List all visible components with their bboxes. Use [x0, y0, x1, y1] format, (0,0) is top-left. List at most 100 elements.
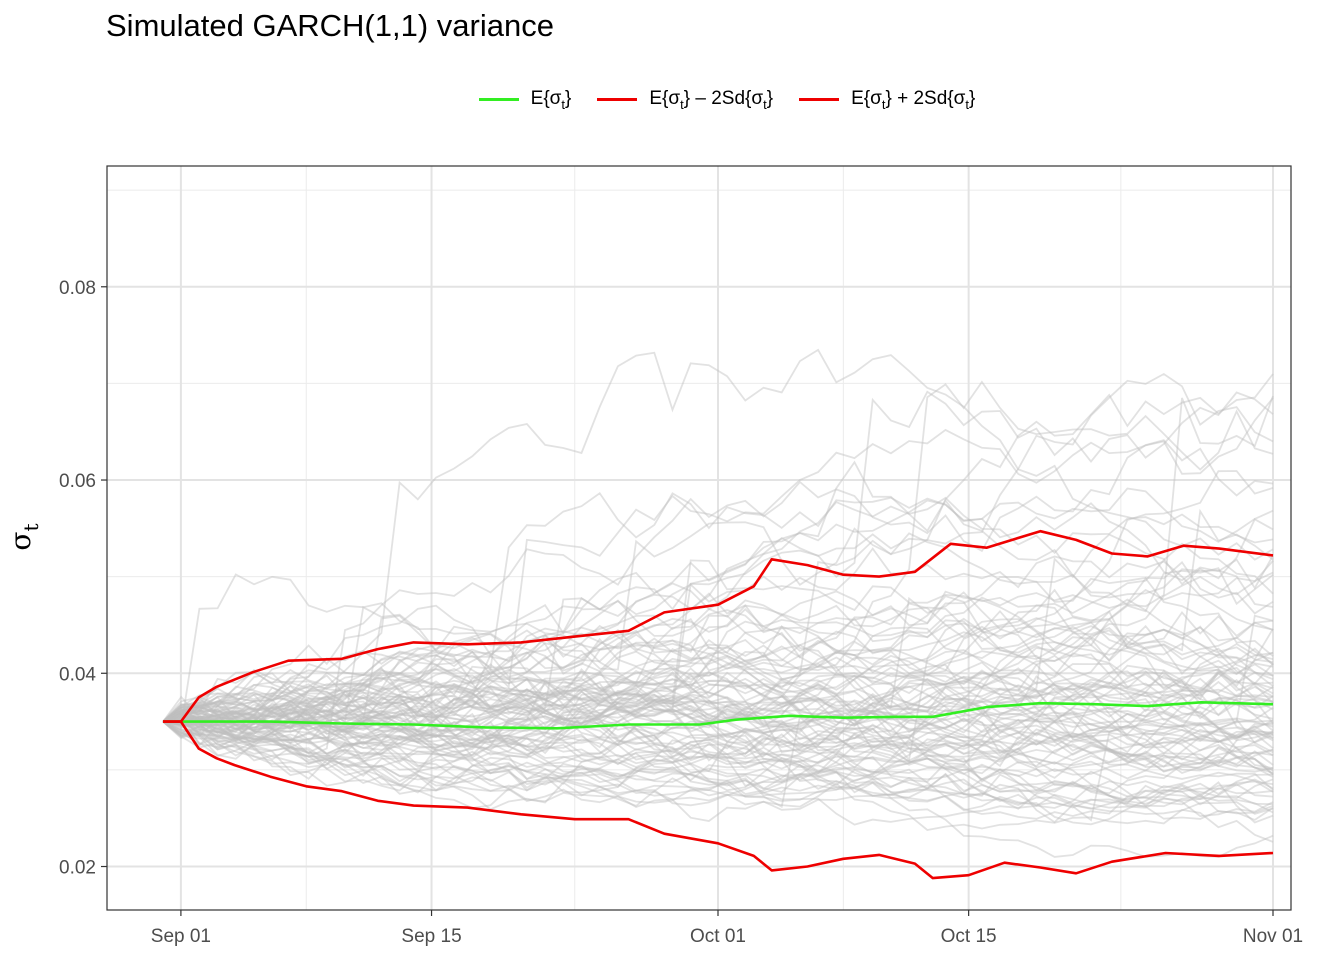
simulation-path [162, 668, 1274, 783]
simulation-path [162, 696, 1274, 770]
simulation-path [162, 614, 1274, 723]
series-line-lower [163, 720, 1274, 880]
x-tick-label: Nov 01 [1243, 926, 1303, 947]
simulation-path [162, 681, 1274, 742]
simulation-path [162, 696, 1274, 780]
simulation-path [162, 711, 1274, 858]
simulation-path [162, 715, 1274, 814]
simulation-path [162, 532, 1274, 729]
legend-swatch-lower [597, 98, 638, 102]
simulation-path [162, 666, 1274, 820]
simulation-path [162, 634, 1274, 726]
simulation-path [162, 642, 1274, 769]
x-tick-label: Oct 15 [941, 926, 997, 947]
simulation-path [162, 670, 1274, 729]
simulation-path [162, 560, 1274, 748]
simulation-path [162, 691, 1274, 752]
simulation-path [163, 652, 1274, 775]
simulation-path [162, 701, 1274, 821]
y-tick-label: 0.02 [59, 858, 96, 879]
simulation-path [162, 610, 1274, 740]
simulation-path [162, 617, 1274, 729]
simulation-path [162, 487, 1274, 723]
simulation-path [162, 460, 1274, 723]
simulation-path [162, 720, 1274, 807]
simulation-path [162, 715, 1274, 789]
simulation-path [162, 650, 1274, 734]
simulation-path [162, 628, 1274, 795]
simulation-path [162, 708, 1274, 792]
simulation-path [162, 715, 1274, 792]
simulation-path [162, 573, 1274, 754]
x-axis: Sep 01 Sep 15 Oct 01 Oct 15 Nov 01 [151, 910, 1303, 947]
simulation-path [162, 716, 1274, 809]
simulation-path [162, 625, 1274, 755]
simulation-path [162, 629, 1274, 740]
simulation-path [162, 690, 1274, 773]
legend-label-upper: E{σt} + 2Sd{σt} [851, 88, 976, 112]
simulation-path [162, 720, 1274, 826]
simulation-path [162, 673, 1274, 749]
simulation-path [162, 618, 1274, 762]
simulation-path [162, 719, 1274, 822]
chart-title: Simulated GARCH(1,1) variance [106, 8, 554, 43]
simulation-path [162, 568, 1274, 723]
simulation-path [162, 567, 1274, 759]
simulation-path [162, 669, 1274, 741]
simulation-path [162, 670, 1274, 752]
simulation-path [162, 712, 1274, 780]
legend: E{σt} E{σt} – 2Sd{σt} E{σt} + 2Sd{σt} [0, 85, 1344, 115]
simulation-path [162, 720, 1274, 811]
simulation-path [162, 372, 1274, 723]
simulation-path [162, 706, 1274, 797]
simulation-path [162, 590, 1274, 746]
simulation-path [162, 380, 1274, 723]
simulation-path [162, 614, 1274, 759]
simulation-path [162, 624, 1274, 726]
y-tick-label: 0.04 [59, 664, 96, 685]
series-line-upper [163, 529, 1274, 723]
simulation-paths [162, 348, 1274, 858]
legend-swatch-mean [478, 98, 519, 102]
simulation-path [162, 684, 1274, 781]
simulation-path [162, 716, 1274, 792]
simulation-path [162, 348, 1274, 723]
y-axis-title: σt [4, 523, 43, 550]
legend-label-mean: E{σt} [530, 88, 572, 112]
simulation-path [162, 667, 1274, 747]
series-line-mean [163, 701, 1274, 730]
simulation-path [162, 710, 1274, 794]
legend-entry-mean: E{σt} [478, 88, 572, 112]
panel-border [106, 165, 1292, 911]
simulation-path [162, 715, 1274, 809]
simulation-path [162, 542, 1274, 727]
legend-swatch-upper [799, 98, 840, 102]
simulation-path [162, 397, 1274, 723]
simulation-path [162, 588, 1274, 723]
simulation-path [162, 518, 1274, 753]
simulation-path [162, 652, 1274, 732]
simulation-path [162, 715, 1274, 810]
simulation-path [162, 693, 1274, 764]
simulation-path [162, 662, 1274, 756]
x-tick-label: Sep 15 [401, 926, 461, 947]
y-tick-label: 0.06 [59, 471, 96, 492]
simulation-path [162, 373, 1274, 723]
simulation-path [162, 695, 1274, 770]
simulation-path [162, 598, 1274, 731]
simulation-path [162, 439, 1274, 758]
simulation-path [162, 701, 1274, 826]
simulation-path [162, 547, 1274, 735]
simulation-path [162, 390, 1274, 735]
simulation-path [162, 720, 1274, 824]
y-tick-label: 0.08 [59, 278, 96, 299]
simulation-path [162, 605, 1274, 726]
simulation-path [162, 704, 1274, 843]
simulation-path [162, 617, 1274, 742]
simulation-path [162, 718, 1274, 820]
simulation-path [162, 675, 1274, 754]
simulation-path [162, 604, 1274, 743]
simulation-path [162, 707, 1274, 818]
x-tick-label: Sep 01 [151, 926, 211, 947]
